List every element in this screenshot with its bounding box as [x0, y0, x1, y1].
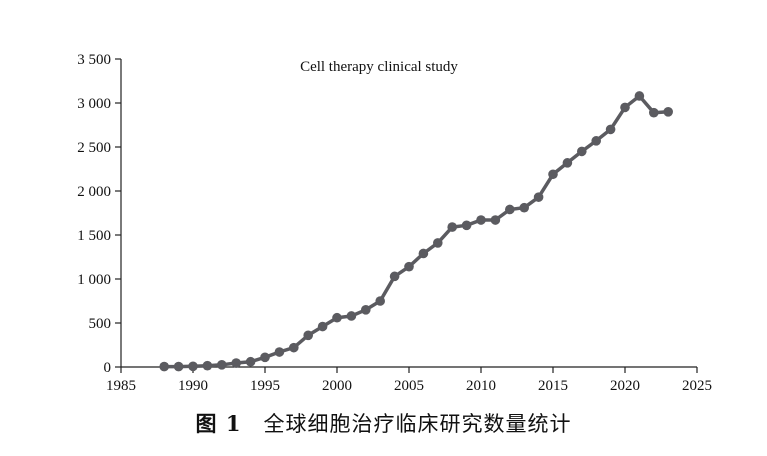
y-tick-label: 500: [89, 316, 112, 332]
data-point: [289, 342, 299, 353]
figure-caption: 图 1 全球细胞治疗临床研究数量统计: [0, 408, 767, 448]
data-point: [332, 312, 342, 323]
y-tick-label: 2 500: [77, 140, 111, 156]
y-tick-label: 1 000: [77, 272, 111, 288]
x-tick-label: 1995: [250, 378, 280, 394]
y-tick-label: 3 000: [77, 96, 111, 112]
x-tick-label: 2010: [466, 378, 496, 394]
data-point: [317, 321, 328, 332]
series-layer: [159, 91, 673, 372]
series-line: [164, 94, 669, 369]
data-point: [591, 136, 601, 146]
figure-caption-text: 全球细胞治疗临床研究数量统计: [263, 412, 572, 436]
data-point: [605, 124, 616, 135]
data-point: [303, 330, 314, 341]
x-tick-label: 1990: [178, 378, 208, 394]
chart-title: Cell therapy clinical study: [300, 59, 458, 75]
figure-label: 图 1: [195, 411, 242, 436]
x-tick-label: 2025: [682, 378, 712, 394]
data-point: [519, 202, 529, 213]
data-point: [562, 158, 573, 168]
y-tick-label: 0: [104, 360, 112, 376]
data-point: [620, 102, 630, 113]
x-tick-label: 2005: [394, 378, 424, 394]
x-axis: 1985 1990 1995 2000 2005 2010 2015 2020 2025: [106, 366, 712, 394]
data-point: [577, 146, 587, 157]
data-point: [375, 296, 386, 306]
data-point: [533, 192, 544, 202]
data-point: [245, 356, 256, 367]
data-point: [346, 311, 357, 321]
data-point: [490, 215, 501, 225]
x-tick-label: 2000: [322, 378, 352, 394]
data-point: [217, 360, 227, 370]
data-point: [188, 361, 198, 372]
data-point: [159, 361, 169, 372]
y-axis: 0 500 1 000 1 500 2 000 2 500 3 000 3 500: [77, 52, 122, 376]
x-tick-label: 2020: [610, 378, 640, 394]
data-point: [361, 305, 371, 315]
data-point: [418, 248, 429, 259]
data-point: [447, 222, 458, 232]
y-tick-label: 1 500: [77, 228, 111, 244]
data-point: [649, 107, 659, 118]
data-point: [505, 204, 515, 215]
y-tick-label: 3 500: [77, 52, 111, 68]
data-point: [404, 261, 414, 272]
data-point: [461, 220, 472, 231]
data-point: [202, 360, 213, 371]
data-point: [663, 107, 673, 117]
data-point: [231, 358, 241, 368]
x-tick-label: 2015: [538, 378, 568, 394]
data-point: [634, 91, 645, 101]
data-point: [274, 347, 285, 357]
data-point: [548, 169, 558, 180]
data-point: [433, 238, 443, 248]
y-tick-label: 2 000: [77, 184, 111, 200]
data-point: [389, 271, 400, 282]
x-tick-label: 1985: [106, 378, 136, 394]
data-point: [260, 352, 270, 363]
data-point: [173, 361, 184, 372]
data-point: [476, 215, 486, 225]
